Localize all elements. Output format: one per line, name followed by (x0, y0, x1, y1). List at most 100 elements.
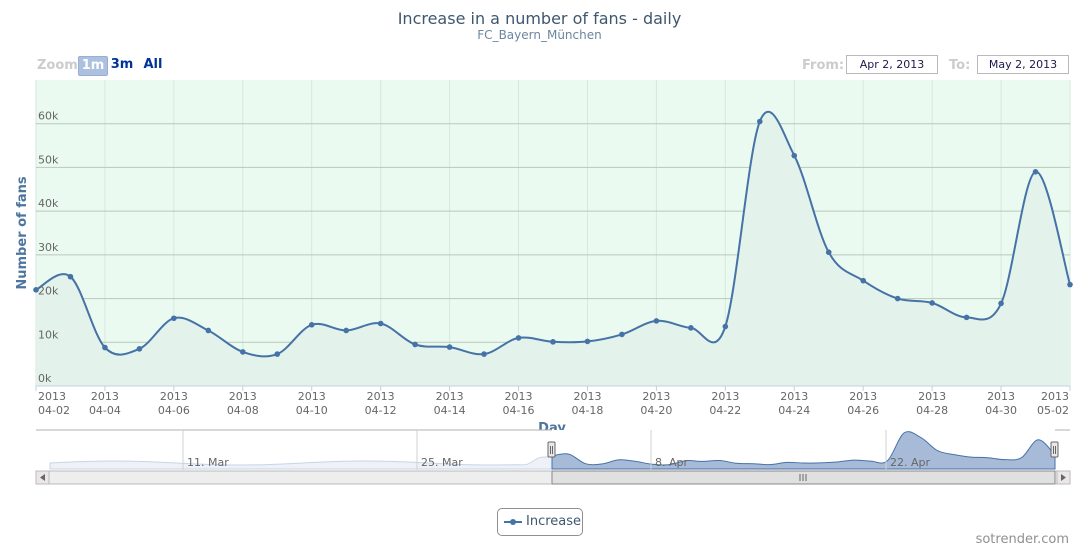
data-point[interactable] (963, 314, 970, 321)
data-point[interactable] (757, 118, 763, 125)
data-point[interactable] (171, 315, 177, 322)
navigator-left-handle[interactable] (547, 441, 556, 458)
data-point[interactable] (308, 322, 315, 328)
zoom-3m-button[interactable]: 3m (110, 57, 134, 72)
data-point[interactable] (998, 300, 1004, 307)
x-tick-label-date: 04-06 (158, 404, 190, 417)
legend-label: Increase (526, 514, 582, 529)
data-point[interactable] (825, 249, 832, 256)
data-point[interactable] (653, 318, 660, 324)
data-point[interactable] (894, 295, 901, 302)
navigator-date-label: 22. Apr (890, 456, 930, 469)
data-point[interactable] (481, 351, 487, 357)
navigator-area (551, 431, 1056, 470)
credit-link[interactable]: sotrender.com (975, 532, 1069, 547)
x-tick-label-year: 2013 (987, 390, 1015, 403)
navigator-date-label: 8. Apr (655, 456, 688, 469)
x-tick-label-date: 04-30 (985, 404, 1017, 417)
x-tick-label-date: 04-28 (916, 404, 948, 417)
x-tick-label-date: 04-18 (571, 404, 603, 417)
data-point[interactable] (102, 344, 108, 351)
data-point[interactable] (688, 325, 694, 331)
data-point[interactable] (584, 338, 591, 345)
data-point[interactable] (446, 344, 453, 350)
navigator-history-area (49, 456, 553, 470)
x-tick-label-date: 04-26 (847, 404, 879, 417)
data-point[interactable] (343, 327, 350, 334)
data-point[interactable] (929, 300, 935, 306)
legend-item-increase[interactable]: Increase (497, 508, 583, 536)
y-tick-label: 30k (38, 241, 59, 254)
navigator-date-label: 25. Mar (421, 456, 463, 469)
chart-title: Increase in a number of fans - daily (397, 9, 682, 28)
x-tick-label-year: 2013 (298, 390, 326, 403)
zoom-label: Zoom (37, 58, 78, 73)
y-tick-label: 10k (38, 328, 59, 341)
zoom-all-button[interactable]: All (143, 57, 163, 72)
data-point[interactable] (1067, 281, 1073, 288)
x-tick-label-date: 04-04 (89, 404, 121, 417)
to-label: To: (949, 58, 971, 73)
data-point[interactable] (136, 346, 143, 352)
navigator-right-handle[interactable] (1050, 441, 1059, 458)
x-axis-ticks: 201304-02201304-04201304-06201304-082013… (35, 386, 1071, 417)
data-point[interactable] (240, 349, 246, 355)
x-tick-label-year: 2013 (505, 390, 533, 403)
data-point[interactable] (515, 335, 522, 341)
chart-subtitle: FC_Bayern_München (477, 28, 602, 42)
series-area (36, 111, 1070, 386)
x-tick-label-year: 2013 (436, 390, 464, 403)
data-point[interactable] (860, 277, 866, 284)
data-point[interactable] (412, 341, 418, 348)
navigator-grid (182, 430, 887, 470)
scrollbar[interactable] (35, 470, 1071, 485)
data-point[interactable] (33, 287, 39, 293)
data-point[interactable] (205, 327, 212, 334)
x-tick-label-date: 04-08 (227, 404, 259, 417)
legend-line-marker-icon (504, 519, 522, 525)
x-tick-label-year: 2013 (849, 390, 877, 403)
x-tick-label-year: 2013 (642, 390, 670, 403)
to-date-input[interactable]: May 2, 2013 (977, 55, 1069, 74)
y-axis-labels: 0k 10k 20k 30k 40k 50k 60k (38, 110, 59, 385)
x-tick-label-year: 2013 (367, 390, 395, 403)
y-tick-label: 20k (38, 285, 59, 298)
data-point[interactable] (722, 323, 729, 330)
series-points[interactable] (33, 118, 1073, 357)
navigator[interactable]: 11. Mar 25. Mar 8. Apr 22. Apr (36, 429, 1070, 470)
x-tick-label-year: 2013 (1041, 390, 1069, 403)
x-tick-label-year: 2013 (918, 390, 946, 403)
data-point[interactable] (67, 273, 74, 280)
x-tick-label-date: 04-02 (38, 404, 70, 417)
x-tick-label-date: 04-20 (640, 404, 672, 417)
chart-svg: 201304-02201304-04201304-06201304-082013… (15, 80, 1073, 485)
x-tick-label-date: 04-14 (434, 404, 466, 417)
data-point[interactable] (377, 320, 384, 327)
data-point[interactable] (1032, 169, 1039, 175)
x-tick-label-date: 04-16 (503, 404, 535, 417)
data-point[interactable] (550, 339, 556, 345)
data-point[interactable] (791, 152, 798, 159)
x-tick-label-date: 05-02 (1037, 404, 1069, 417)
x-tick-label-date: 04-10 (296, 404, 328, 417)
y-tick-label: 0k (38, 372, 52, 385)
x-tick-label-year: 2013 (38, 390, 66, 403)
x-tick-label-year: 2013 (91, 390, 119, 403)
y-tick-label: 40k (38, 197, 59, 210)
y-tick-label: 50k (38, 153, 59, 166)
zoom-1m-button[interactable]: 1m (78, 56, 108, 76)
x-tick-label-date: 04-12 (365, 404, 397, 417)
data-point[interactable] (274, 351, 281, 357)
navigator-labels: 11. Mar 25. Mar 8. Apr 22. Apr (187, 456, 930, 469)
y-tick-label: 60k (38, 110, 59, 123)
x-tick-label-date: 04-22 (709, 404, 741, 417)
x-tick-label-year: 2013 (160, 390, 188, 403)
from-date-input[interactable]: Apr 2, 2013 (846, 55, 938, 74)
from-label: From: (802, 58, 845, 73)
data-point[interactable] (619, 331, 625, 338)
x-tick-label-year: 2013 (573, 390, 601, 403)
x-tick-label-year: 2013 (229, 390, 257, 403)
navigator-date-label: 11. Mar (187, 456, 229, 469)
arrow-left-icon (40, 474, 45, 481)
x-tick-label-year: 2013 (711, 390, 739, 403)
